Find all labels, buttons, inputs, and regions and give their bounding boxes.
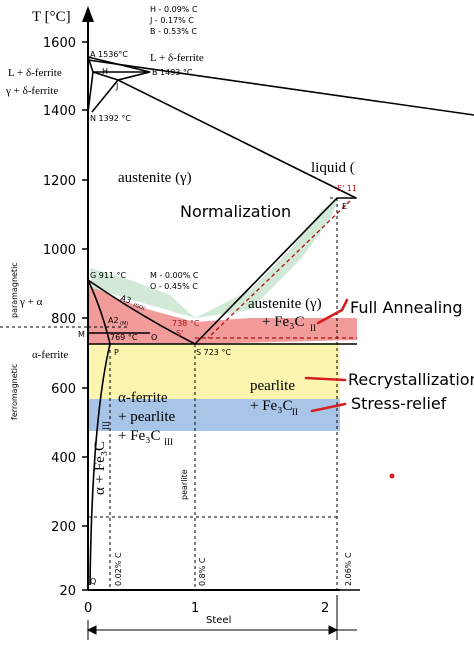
svg-text:O - 0.45% C: O - 0.45% C xyxy=(150,282,198,291)
svg-text:A3: A3 xyxy=(119,293,132,305)
svg-text:α-ferrite: α-ferrite xyxy=(118,390,168,406)
svg-text:A 1536°C: A 1536°C xyxy=(90,50,128,59)
svg-text:1600: 1600 xyxy=(43,36,76,51)
svg-text:II: II xyxy=(292,407,298,417)
svg-text:austenite (γ): austenite (γ) xyxy=(118,170,192,186)
svg-text:(GO): (GO) xyxy=(132,302,145,312)
svg-text:M: M xyxy=(78,330,85,339)
svg-text:S': S' xyxy=(176,329,183,338)
svg-text:N 1392 °C: N 1392 °C xyxy=(90,114,131,123)
annotation-arrows xyxy=(304,298,349,413)
svg-text:1000: 1000 xyxy=(43,243,76,258)
label-002-c: 0.02% C xyxy=(114,552,123,586)
carbon-legend: H - 0.09% C J - 0.17% C B - 0.53% C xyxy=(149,5,198,36)
label-206-c: 2.06% C xyxy=(344,552,353,586)
svg-text:738 °C: 738 °C xyxy=(172,319,200,328)
stress-relief-label: Stress-relief xyxy=(351,394,447,413)
svg-text:B 1493 °C: B 1493 °C xyxy=(152,68,193,77)
pearlite-vertical-label: pearlite xyxy=(180,469,189,500)
svg-text:+ Fe₃C: + Fe₃C xyxy=(262,314,304,330)
svg-text:20: 20 xyxy=(59,584,76,599)
svg-text:600: 600 xyxy=(51,382,76,397)
svg-text:III: III xyxy=(164,437,173,447)
svg-text:B - 0.53% C: B - 0.53% C xyxy=(150,27,197,36)
svg-text:austenite (γ): austenite (γ) xyxy=(248,296,322,312)
svg-text:S 723 °C: S 723 °C xyxy=(196,348,231,357)
svg-text:200: 200 xyxy=(51,520,76,535)
svg-text:III: III xyxy=(101,421,111,430)
red-dashed-acm xyxy=(207,200,351,339)
svg-text:1400: 1400 xyxy=(43,104,76,119)
phase-boundaries xyxy=(87,56,474,586)
recrystallization-label: Recrystallization xyxy=(348,370,474,389)
svg-text:(M): (M) xyxy=(120,321,128,327)
svg-text:E' 11: E' 11 xyxy=(337,184,357,193)
svg-text:E: E xyxy=(342,202,347,211)
svg-text:α + Fe₃C: α + Fe₃C xyxy=(92,441,108,495)
svg-text:γ + α: γ + α xyxy=(19,296,43,308)
svg-text:H: H xyxy=(102,67,108,76)
red-dot xyxy=(389,473,395,479)
svg-text:Q: Q xyxy=(90,577,96,586)
paramagnetic-label: paramagnetic xyxy=(10,262,19,318)
full-annealing-arrow xyxy=(316,298,349,325)
svg-text:γ + δ-ferrite: γ + δ-ferrite xyxy=(5,85,58,97)
dashed-lines xyxy=(0,197,357,590)
svg-text:J - 0.17% C: J - 0.17% C xyxy=(149,16,194,25)
svg-text:α-ferrite: α-ferrite xyxy=(32,349,68,361)
svg-text:L + δ-ferrite: L + δ-ferrite xyxy=(8,67,62,79)
svg-text:pearlite: pearlite xyxy=(250,378,295,394)
recrystallization-band xyxy=(88,343,340,399)
point-labels: A 1536°C B 1493 °C H J N 1392 °C G 911 °… xyxy=(78,50,357,586)
svg-text:H - 0.09% C: H - 0.09% C xyxy=(150,5,198,14)
normalization-label: Normalization xyxy=(180,202,291,221)
x-tick-0: 0 xyxy=(84,601,92,616)
svg-text:800: 800 xyxy=(51,312,76,327)
svg-text:II: II xyxy=(310,323,316,333)
svg-text:+ Fe₃C: + Fe₃C xyxy=(118,428,160,444)
y-ticks xyxy=(82,41,88,591)
x-tick-1: 1 xyxy=(191,601,199,616)
svg-text:G 911 °C: G 911 °C xyxy=(90,271,127,280)
x-tick-2: 2 xyxy=(321,601,329,616)
y-axis-arrow xyxy=(82,6,94,22)
svg-text:liquid (: liquid ( xyxy=(311,160,355,176)
svg-text:A2: A2 xyxy=(108,316,119,325)
svg-text:L + δ-ferrite: L + δ-ferrite xyxy=(150,52,204,64)
normalization-band xyxy=(90,198,338,318)
label-08-c: 0.8% C xyxy=(198,557,207,586)
svg-text:400: 400 xyxy=(51,451,76,466)
ferromagnetic-label: ferromagnetic xyxy=(10,364,19,420)
y-axis-title: T [°C] xyxy=(32,9,71,25)
x-axis-label: Steel xyxy=(206,615,231,626)
svg-text:+ pearlite: + pearlite xyxy=(118,409,176,425)
recrystallization-arrow xyxy=(304,376,347,382)
svg-text:P: P xyxy=(114,348,119,357)
svg-text:769 °C: 769 °C xyxy=(110,333,138,342)
y-tick-labels: 1600 1400 1200 1000 800 600 400 200 20 xyxy=(43,36,76,599)
full-annealing-band xyxy=(88,282,357,344)
svg-text:O: O xyxy=(151,333,157,342)
svg-text:M - 0.00% C: M - 0.00% C xyxy=(150,271,199,280)
phase-labels: L + δ-ferrite L + δ-ferrite γ + δ-ferrit… xyxy=(5,52,355,495)
svg-text:J: J xyxy=(115,82,118,91)
steel-range xyxy=(86,595,357,640)
svg-text:+ Fe₃C: + Fe₃C xyxy=(250,398,292,414)
stress-relief-arrow xyxy=(310,402,347,413)
svg-text:1200: 1200 xyxy=(43,174,76,189)
full-annealing-label: Full Annealing xyxy=(350,298,463,317)
